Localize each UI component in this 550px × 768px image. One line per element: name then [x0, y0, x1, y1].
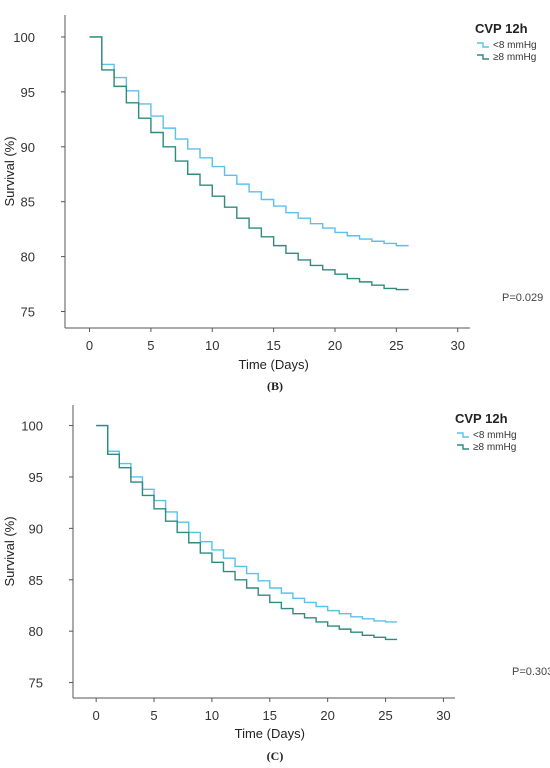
- chart-panel-c: 0 5 10 15 20 25 30 75 80 85 90 95 100 Time (Days) Surv…: [2, 405, 550, 763]
- x-tick-label: 0: [93, 708, 100, 723]
- survival-curve-lt8: [96, 424, 398, 623]
- y-tick-label: 100: [13, 30, 35, 45]
- x-tick-label: 30: [450, 338, 464, 353]
- y-tick-label: 90: [29, 521, 43, 536]
- x-tick-label: 20: [320, 708, 334, 723]
- y-tick-label: 95: [29, 470, 43, 485]
- legend-label: ≥8 mmHg: [473, 442, 516, 453]
- x-tick-label: 5: [150, 708, 157, 723]
- legend-label: <8 mmHg: [493, 40, 537, 51]
- y-tick-label: 80: [29, 624, 43, 639]
- y-tick-label: 85: [29, 573, 43, 588]
- y-tick-label: 100: [21, 419, 43, 434]
- p-value-text: P=0.029: [502, 292, 543, 304]
- y-axis-title: Survival (%): [2, 516, 17, 586]
- x-axis-title: Time (Days): [238, 357, 308, 372]
- legend-title: CVP 12h: [475, 21, 528, 36]
- p-value-text: P=0.303: [512, 666, 550, 678]
- x-tick-label: 20: [328, 338, 342, 353]
- panel-caption: (C): [267, 749, 284, 763]
- panel-caption: (B): [267, 379, 283, 393]
- y-tick-label: 85: [21, 195, 35, 210]
- x-tick-label: 25: [378, 708, 392, 723]
- legend-label: <8 mmHg: [473, 430, 517, 441]
- x-tick-label: 10: [205, 338, 219, 353]
- x-tick-label: 30: [436, 708, 450, 723]
- chart-panel-b: 0 5 10 15 20 25 30 75 80 85 90 95 100 Time (Days) Surv…: [2, 15, 543, 393]
- survival-curve-lt8: [89, 36, 409, 247]
- legend-swatch: [457, 444, 469, 450]
- x-tick-label: 15: [263, 708, 277, 723]
- legend-swatch: [477, 42, 489, 48]
- survival-curve-ge8: [89, 36, 409, 291]
- x-tick-label: 10: [205, 708, 219, 723]
- x-tick-label: 15: [266, 338, 280, 353]
- y-tick-label: 80: [21, 250, 35, 265]
- x-axis-title: Time (Days): [235, 726, 305, 741]
- x-tick-label: 5: [147, 338, 154, 353]
- legend-swatch: [477, 54, 489, 60]
- legend-swatch: [457, 432, 469, 438]
- legend: CVP 12h <8 mmHg≥8 mmHg: [475, 21, 537, 63]
- legend-title: CVP 12h: [455, 411, 508, 426]
- y-tick-label: 75: [29, 676, 43, 691]
- y-tick-label: 75: [21, 305, 35, 320]
- legend: CVP 12h <8 mmHg≥8 mmHg: [455, 411, 517, 453]
- x-tick-label: 0: [86, 338, 93, 353]
- x-tick-label: 25: [389, 338, 403, 353]
- survival-curve-ge8: [96, 424, 398, 641]
- y-tick-label: 95: [21, 85, 35, 100]
- legend-label: ≥8 mmHg: [493, 52, 536, 63]
- y-tick-label: 90: [21, 140, 35, 155]
- y-axis-title: Survival (%): [2, 136, 17, 206]
